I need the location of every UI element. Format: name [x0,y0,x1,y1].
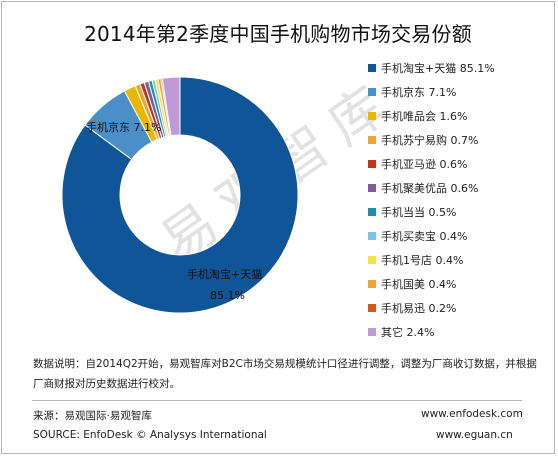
legend-swatch [368,328,376,336]
data-note: 数据说明：自2014Q2开始，易观智库对B2C市场交易规模统计口径进行调整，调整… [33,358,537,390]
divider [32,400,522,401]
legend-label: 手机买卖宝 0.4% [381,230,468,243]
legend-label: 手机京东 7.1% [381,86,457,99]
legend-label: 手机1号店 0.4% [381,254,464,267]
legend-label: 手机当当 0.5% [381,206,457,219]
legend-label: 手机苏宁易购 0.7% [381,134,479,147]
data-label-taobao-name: 手机淘宝+天猫 [187,267,262,281]
legend-swatch [368,88,376,96]
legend-swatch [368,304,376,312]
legend-item-yixun: 手机易迅 0.2% [368,300,456,316]
legend-swatch [368,112,376,120]
legend-item-jumei: 手机聚美优品 0.6% [368,180,478,196]
legend-label: 手机易迅 0.2% [381,302,457,315]
legend-swatch [368,256,376,264]
data-label-taobao-value: 85.1% [210,289,245,302]
legend-item-maimaibao: 手机买卖宝 0.4% [368,228,467,244]
legend-item-dangdang: 手机当当 0.5% [368,204,456,220]
legend-label: 手机国美 0.4% [381,278,457,291]
legend-swatch [368,208,376,216]
legend-swatch [368,160,376,168]
legend-item-gome: 手机国美 0.4% [368,276,456,292]
legend-item-vip: 手机唯品会 1.6% [368,108,467,124]
legend-swatch [368,64,376,72]
chart-title: 2014年第2季度中国手机购物市场交易份额 [84,22,472,46]
legend-item-yhd: 手机1号店 0.4% [368,252,463,268]
legend-swatch [368,232,376,240]
legend-label: 手机聚美优品 0.6% [381,182,479,195]
legend-swatch [368,136,376,144]
legend-item-taobao-tmall: 手机淘宝+天猫 85.1% [368,60,495,76]
legend-swatch [368,184,376,192]
legend-item-jd: 手机京东 7.1% [368,84,456,100]
legend-item-other: 其它 2.4% [368,324,434,340]
legend-label: 其它 2.4% [381,326,435,339]
legend-label: 手机淘宝+天猫 85.1% [381,62,495,75]
legend-label: 手机唯品会 1.6% [381,110,468,123]
slice-other [161,76,181,137]
source-en: SOURCE: EnfoDesk © Analysys Internationa… [33,429,267,441]
legend-item-amazon: 手机亚马逊 0.6% [368,156,467,172]
legend-swatch [368,280,376,288]
url-enfodesk: www.enfodesk.com [421,408,523,420]
url-eguan: www.eguan.cn [436,429,513,441]
legend-label: 手机亚马逊 0.6% [381,158,468,171]
slice-taobao-tmall [61,76,299,314]
source-cn: 来源：易观国际·易观智库 [33,410,152,422]
legend-item-suning: 手机苏宁易购 0.7% [368,132,478,148]
data-label-jd: 手机京东 7.1% [86,120,161,134]
